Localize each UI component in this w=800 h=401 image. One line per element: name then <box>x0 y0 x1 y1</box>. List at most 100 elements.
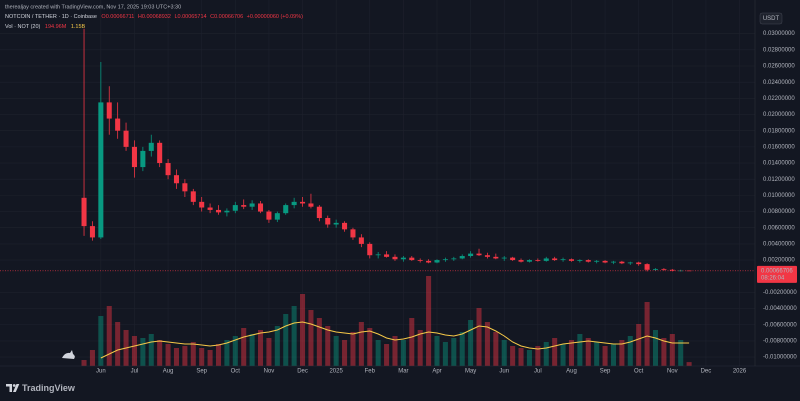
candle-body <box>686 270 692 272</box>
currency-button[interactable] <box>759 12 783 25</box>
candle-body <box>224 210 230 213</box>
volume-bar <box>510 346 516 366</box>
candle-body <box>426 260 432 263</box>
candle-body <box>510 257 516 261</box>
volume-bar <box>367 328 373 366</box>
volume-bar <box>300 294 306 366</box>
volume-bar <box>560 344 566 366</box>
volume-bar <box>89 350 95 366</box>
volume-bar <box>678 340 684 366</box>
volume-bar <box>426 276 432 366</box>
candle-body <box>106 102 112 119</box>
candle-body <box>602 260 608 263</box>
ohlc-high: H0.00068932 <box>138 14 171 20</box>
y-tick-label: 0.02600000 <box>763 64 795 70</box>
volume-bar <box>417 330 423 366</box>
ohlc-low: L0.00065714 <box>174 14 206 20</box>
volume-bar <box>190 342 196 366</box>
brand: TradingView <box>22 383 76 393</box>
candle-body <box>266 211 272 220</box>
volume-bar <box>543 342 549 366</box>
volume-bar <box>552 338 558 366</box>
candle-body <box>173 175 180 184</box>
candle-body <box>636 262 642 265</box>
y-tick-label: 0.03000000 <box>763 31 795 37</box>
y-tick-label: 0.01000000 <box>763 193 795 199</box>
volume-bar <box>257 330 264 366</box>
volume-bar <box>627 336 633 366</box>
x-tick-label: Aug <box>163 369 174 375</box>
candle-body <box>325 218 331 225</box>
volume-bar <box>131 336 137 366</box>
countdown: 08:26:04 <box>761 275 785 281</box>
volume-bar <box>350 332 356 366</box>
candle-body <box>300 201 306 204</box>
volume-bar <box>274 326 280 366</box>
volume-bar <box>358 322 364 366</box>
candle-body <box>644 264 650 270</box>
x-tick-label: Jul <box>131 369 139 375</box>
volume-bar <box>644 302 650 366</box>
volume-title: Vol · NOT (20) <box>5 24 41 30</box>
candle-body <box>148 142 154 151</box>
candle-body <box>552 258 558 261</box>
y-tick-label: 0.02800000 <box>763 47 795 53</box>
x-tick-label: 2026 <box>733 369 747 375</box>
y-tick-label: 0.01600000 <box>763 144 795 150</box>
volume-bar <box>518 348 524 366</box>
y-tick-label: -0.00400000 <box>763 306 797 312</box>
candle-body <box>560 259 566 261</box>
candle-body <box>241 205 247 207</box>
currency[interactable]: USDT <box>763 16 780 22</box>
candle-body <box>140 150 146 168</box>
candle-body <box>434 260 440 263</box>
volume-bar <box>157 340 163 366</box>
y-tick-label: 0.01400000 <box>763 161 795 167</box>
x-tick-label: Aug <box>566 369 577 375</box>
volume-bar <box>316 318 322 366</box>
candle-body <box>98 102 104 238</box>
volume-bar <box>652 330 659 366</box>
y-tick-label: 0.02400000 <box>763 80 795 86</box>
x-tick-label: Jun <box>499 369 509 375</box>
grid <box>0 0 755 366</box>
volume-bar <box>434 336 440 366</box>
volume-bar <box>308 310 314 366</box>
candle-body <box>291 201 297 206</box>
candle-body <box>392 256 398 260</box>
x-tick-label: Dec <box>701 369 712 375</box>
candle-body <box>409 257 415 261</box>
brand-mark <box>6 384 20 392</box>
y-tick-label: 0.01200000 <box>763 177 795 183</box>
candle-body <box>568 259 574 261</box>
candle-body <box>249 203 255 207</box>
candle-body <box>518 260 524 262</box>
volume-bar <box>535 346 541 366</box>
y-tick-label: 0.01800000 <box>763 128 795 134</box>
candle-body <box>610 261 617 263</box>
candle-body <box>459 256 465 259</box>
volume-bar <box>661 338 667 366</box>
volume-bar <box>619 340 625 366</box>
volume-bar <box>610 344 617 366</box>
volume-value: 194.96M <box>45 24 67 30</box>
candle-body <box>543 258 549 261</box>
last-price-box <box>757 265 797 283</box>
volume-bar <box>241 328 247 366</box>
author: therealjay created with TradingView.com,… <box>5 4 181 10</box>
candle-body <box>669 269 675 271</box>
tv-icon <box>62 350 75 359</box>
candle-body <box>577 260 583 261</box>
candle-body <box>316 206 322 219</box>
volume-bar <box>199 348 205 366</box>
volume-bar <box>451 338 457 366</box>
volume-bar <box>636 324 642 366</box>
y-tick-label: 0.00400000 <box>763 241 795 247</box>
candle-body <box>442 259 448 261</box>
candle-body <box>283 205 289 214</box>
candle-body <box>585 260 591 262</box>
candle-body <box>375 254 381 256</box>
